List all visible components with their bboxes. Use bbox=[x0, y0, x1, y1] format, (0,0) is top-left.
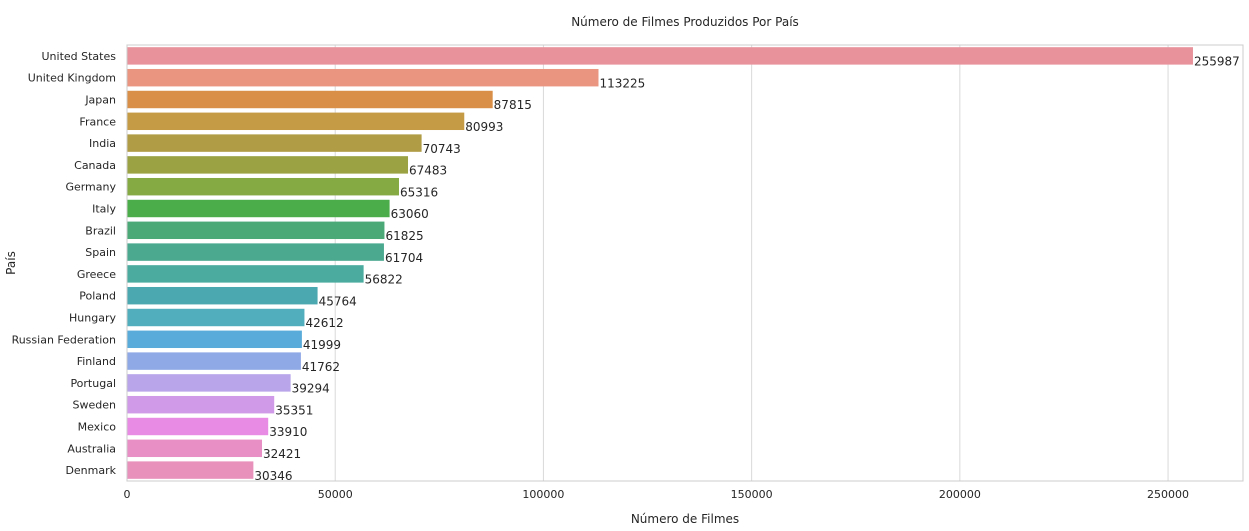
bar-value-label: 87815 bbox=[494, 98, 532, 112]
bar-value-label: 65316 bbox=[400, 185, 438, 199]
bar bbox=[127, 286, 318, 305]
bar bbox=[127, 221, 385, 240]
bar bbox=[127, 47, 1193, 65]
bar-value-label: 61825 bbox=[385, 229, 423, 243]
x-axis-title: Número de Filmes bbox=[631, 512, 739, 526]
y-tick-label: United Kingdom bbox=[28, 72, 116, 85]
chart-title: Número de Filmes Produzidos Por País bbox=[571, 15, 799, 29]
bar-value-labels: 255987 113225 87815 80993 70743 67483 65316 630… bbox=[254, 55, 1239, 483]
y-tick-label: Canada bbox=[74, 159, 116, 172]
y-tick-label: United States bbox=[42, 50, 117, 63]
x-tick-labels: 0 50000 100000 150000 200000 250000 bbox=[124, 488, 1190, 501]
bar-value-label: 32421 bbox=[263, 447, 301, 461]
y-axis-title: País bbox=[4, 251, 18, 275]
y-tick-label: France bbox=[79, 115, 116, 128]
x-tick-label: 200000 bbox=[939, 488, 981, 501]
bar bbox=[127, 68, 599, 87]
bar-value-label: 41999 bbox=[303, 338, 341, 352]
y-tick-label: Finland bbox=[77, 355, 116, 368]
y-tick-labels: United States United Kingdom Japan France In… bbox=[12, 50, 117, 477]
x-tick-label: 100000 bbox=[522, 488, 564, 501]
bar-value-label: 61704 bbox=[385, 251, 423, 265]
bar-value-label: 35351 bbox=[275, 403, 313, 417]
bar bbox=[127, 461, 254, 479]
bar-value-label: 30346 bbox=[254, 469, 292, 483]
x-tick-label: 50000 bbox=[318, 488, 353, 501]
bar bbox=[127, 374, 291, 392]
bar bbox=[127, 439, 263, 458]
y-tick-label: Russian Federation bbox=[12, 333, 116, 346]
bar-value-label: 41762 bbox=[302, 360, 340, 374]
y-tick-label: Italy bbox=[92, 203, 116, 216]
bar bbox=[127, 352, 301, 370]
bar bbox=[127, 134, 422, 152]
y-tick-label: Japan bbox=[84, 94, 116, 107]
y-tick-label: Australia bbox=[67, 442, 116, 455]
bar-value-label: 56822 bbox=[365, 273, 403, 287]
y-tick-label: Portugal bbox=[70, 377, 116, 390]
x-tick-label: 0 bbox=[124, 488, 131, 501]
bar-value-label: 113225 bbox=[599, 76, 645, 90]
bar bbox=[127, 308, 305, 327]
bar bbox=[127, 177, 399, 196]
bar bbox=[127, 156, 409, 174]
bar bbox=[127, 395, 275, 414]
y-tick-label: Spain bbox=[85, 246, 116, 259]
plot-frame bbox=[126, 44, 1244, 482]
bar bbox=[127, 243, 384, 261]
bar-value-label: 80993 bbox=[465, 120, 503, 134]
x-tick-label: 150000 bbox=[731, 488, 773, 501]
y-tick-label: Brazil bbox=[85, 224, 116, 237]
y-tick-label: Mexico bbox=[78, 421, 117, 434]
y-tick-label: Sweden bbox=[73, 399, 116, 412]
y-tick-label: Germany bbox=[65, 181, 116, 194]
bar bbox=[127, 265, 364, 283]
x-tick-label: 250000 bbox=[1147, 488, 1189, 501]
bar bbox=[127, 417, 269, 436]
bar-value-label: 255987 bbox=[1194, 55, 1240, 69]
bar-value-label: 45764 bbox=[319, 294, 357, 308]
y-tick-label: India bbox=[89, 137, 116, 150]
y-tick-label: Hungary bbox=[69, 312, 116, 325]
bar-value-label: 63060 bbox=[391, 207, 429, 221]
bars bbox=[127, 47, 1193, 479]
bar bbox=[127, 330, 302, 349]
y-tick-label: Denmark bbox=[65, 464, 116, 477]
bar-value-label: 39294 bbox=[292, 382, 330, 396]
bar-value-label: 42612 bbox=[305, 316, 343, 330]
bar-value-label: 67483 bbox=[409, 164, 447, 178]
bar-value-label: 33910 bbox=[269, 425, 307, 439]
bar bbox=[127, 90, 493, 109]
bar-value-label: 70743 bbox=[423, 142, 461, 156]
y-tick-label: Greece bbox=[77, 268, 116, 281]
bar bbox=[127, 112, 465, 131]
bar bbox=[127, 199, 390, 218]
y-tick-label: Poland bbox=[79, 290, 116, 303]
